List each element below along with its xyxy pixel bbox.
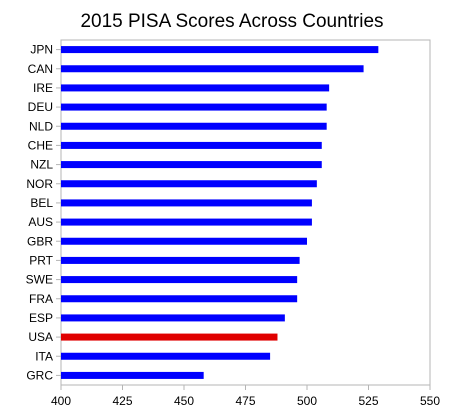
bar-ita <box>61 352 271 360</box>
y-tick-label-fra: FRA <box>29 292 53 306</box>
bar-aus <box>61 218 312 226</box>
y-tick-label-nor: NOR <box>26 177 53 191</box>
bar-prt <box>61 256 300 264</box>
x-tick-label-550: 550 <box>420 394 440 408</box>
x-tick-label-450: 450 <box>174 394 194 408</box>
y-tick-label-deu: DEU <box>28 100 53 114</box>
y-tick-label-prt: PRT <box>29 253 53 267</box>
bar-jpn <box>61 46 379 54</box>
x-tick-label-475: 475 <box>235 394 255 408</box>
bar-can <box>61 65 364 73</box>
bar-nzl <box>61 161 322 169</box>
y-tick-label-esp: ESP <box>29 311 53 325</box>
x-tick-label-425: 425 <box>112 394 132 408</box>
bar-nld <box>61 122 327 130</box>
y-tick-label-aus: AUS <box>28 215 53 229</box>
bar-bel <box>61 199 312 207</box>
x-tick-label-500: 500 <box>297 394 317 408</box>
bar-che <box>61 141 322 149</box>
bar-nor <box>61 180 317 188</box>
y-tick-label-can: CAN <box>28 62 53 76</box>
y-tick-label-usa: USA <box>28 330 53 344</box>
y-tick-label-ire: IRE <box>33 81 53 95</box>
y-tick-label-che: CHE <box>28 138 53 152</box>
bar-esp <box>61 314 285 322</box>
plot-area <box>60 39 431 386</box>
bar-gbr <box>61 237 307 245</box>
y-tick-label-nzl: NZL <box>30 158 53 172</box>
bar-swe <box>61 276 298 284</box>
x-axis: 400 425 450 475 500 525 550 <box>51 385 440 408</box>
bar-grc <box>61 371 204 379</box>
x-tick-label-400: 400 <box>51 394 71 408</box>
bar-usa <box>61 333 278 341</box>
y-tick-label-grc: GRC <box>26 368 53 382</box>
x-tick-label-525: 525 <box>358 394 378 408</box>
y-tick-label-nld: NLD <box>29 119 53 133</box>
bar-fra <box>61 295 298 303</box>
y-tick-label-gbr: GBR <box>27 234 53 248</box>
y-tick-label-swe: SWE <box>26 273 53 287</box>
y-tick-label-bel: BEL <box>30 196 53 210</box>
y-axis: JPN CAN IRE DEU NLD CHE NZL NOR BEL AUS GBR PRT SWE F… <box>26 43 61 382</box>
bar-deu <box>61 103 327 111</box>
bar-group <box>61 46 379 379</box>
bar-ire <box>61 84 330 92</box>
y-tick-label-ita: ITA <box>35 349 53 363</box>
chart-title: 2015 PISA Scores Across Countries <box>80 11 383 32</box>
y-tick-label-jpn: JPN <box>30 43 53 57</box>
